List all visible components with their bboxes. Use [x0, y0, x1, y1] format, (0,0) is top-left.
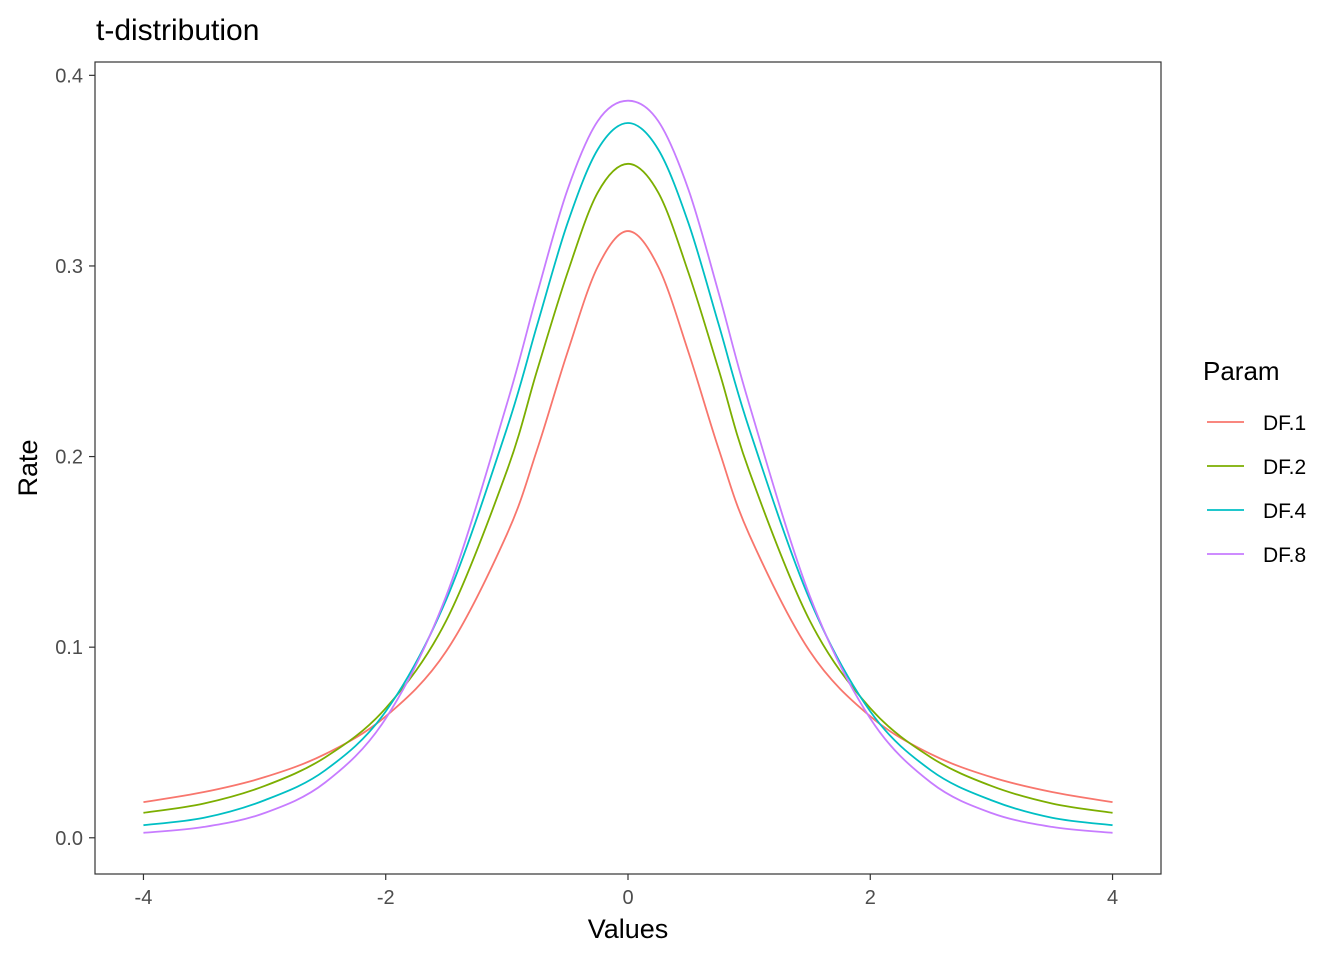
y-tick-label: 0.0 [55, 828, 83, 850]
y-tick-label: 0.1 [55, 637, 83, 659]
legend-label-df-8: DF.8 [1263, 544, 1306, 567]
x-tick-label: -4 [135, 887, 153, 909]
x-tick-label: -2 [377, 887, 395, 909]
y-axis: 0.0 0.1 0.2 0.3 0.4 [55, 65, 95, 850]
plot-panel [94, 61, 1162, 875]
y-tick-label: 0.2 [55, 447, 83, 469]
series-line-df-8 [143, 99, 1113, 834]
x-tick-label: 2 [865, 887, 876, 909]
y-tick-label: 0.3 [55, 256, 83, 278]
series-lines [143, 99, 1113, 834]
chart-title: t-distribution [96, 14, 259, 47]
legend-title: Param [1203, 356, 1280, 386]
legend: Param DF.1 DF.2 DF.4 DF.8 [1203, 356, 1307, 567]
y-axis-title: Rate [13, 439, 43, 496]
series-line-df-4 [143, 122, 1113, 827]
x-axis: -4 -2 0 2 4 [135, 874, 1118, 909]
x-tick-label: 0 [622, 887, 633, 909]
y-tick-label: 0.4 [55, 65, 83, 87]
legend-label-df-4: DF.4 [1263, 500, 1307, 523]
series-line-df-1 [143, 230, 1113, 804]
legend-label-df-1: DF.1 [1263, 412, 1306, 435]
x-axis-title: Values [588, 914, 669, 944]
x-tick-label: 4 [1107, 887, 1118, 909]
legend-label-df-2: DF.2 [1263, 456, 1306, 479]
series-line-df-2 [143, 162, 1113, 814]
